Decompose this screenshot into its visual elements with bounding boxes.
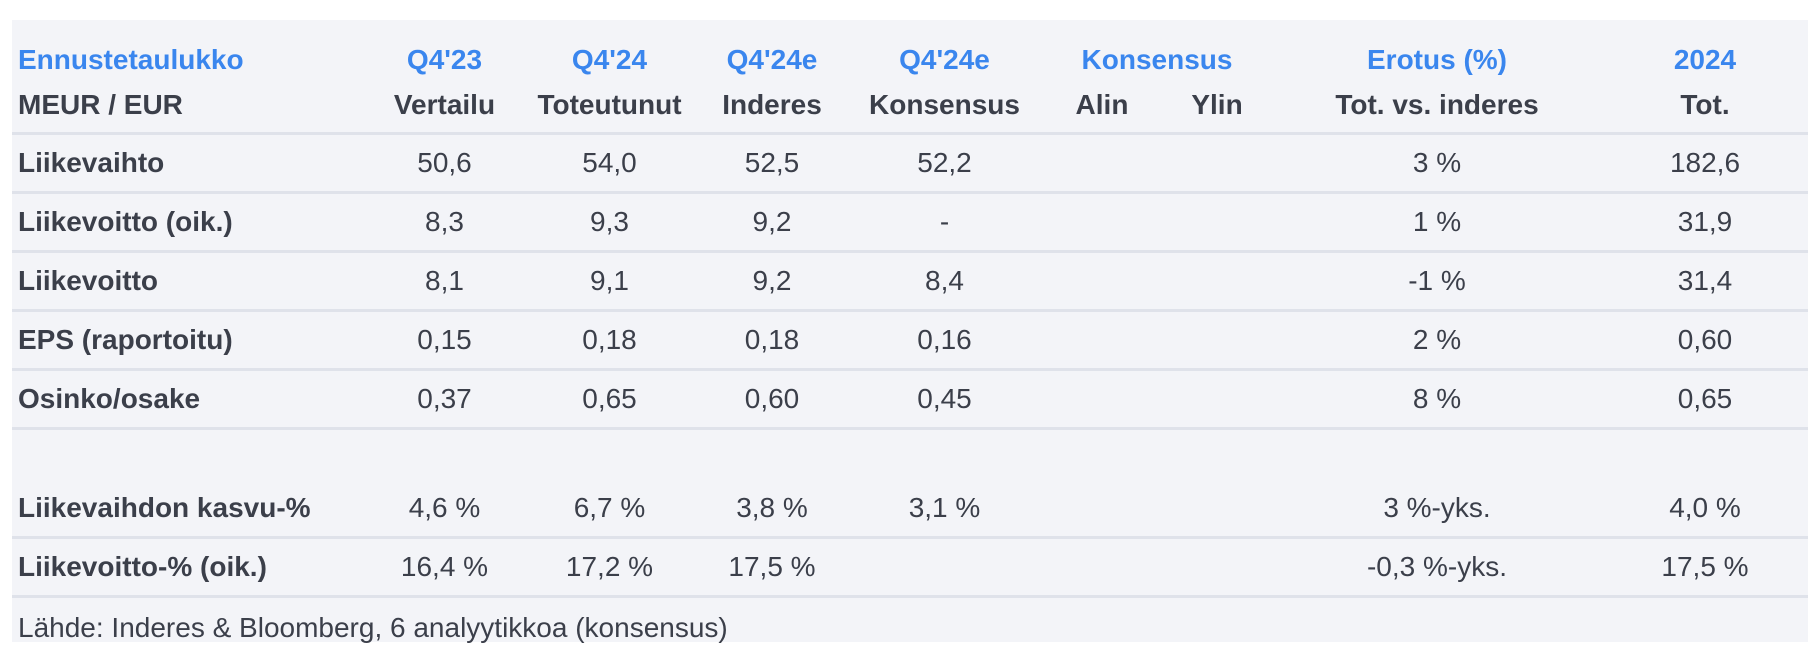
- cell-konsensus: -: [939, 206, 950, 237]
- sub-header-tot-vs-inderes: Tot. vs. inderes: [1335, 89, 1539, 120]
- col-header-konsensus: Konsensus: [1081, 44, 1233, 75]
- row-label: Liikevaihdon kasvu-%: [18, 492, 311, 523]
- table-row: Liikevoitto (oik.) 8,3 9,3 9,2 - 1 % 31,…: [12, 193, 1808, 252]
- cell-2024: 31,4: [1677, 265, 1733, 296]
- table-unit: MEUR / EUR: [18, 89, 183, 120]
- cell-konsensus: 3,1 %: [908, 492, 981, 523]
- cell-q424: 0,18: [582, 324, 637, 355]
- cell-erotus: 1 %: [1412, 206, 1462, 237]
- col-header-q424e-inderes: Q4'24e: [726, 44, 818, 75]
- cell-q424: 17,2 %: [565, 551, 654, 582]
- cell-alin: [1042, 311, 1162, 370]
- cell-q423: 50,6: [417, 147, 472, 178]
- cell-inderes: 0,18: [744, 324, 800, 355]
- cell-q423: 8,1: [425, 265, 464, 296]
- row-label: EPS (raportoitu): [18, 324, 233, 355]
- cell-alin: [1042, 538, 1162, 597]
- cell-inderes: 17,5 %: [728, 551, 816, 582]
- row-label: Liikevoitto-% (oik.): [18, 551, 267, 582]
- cell-q423: 0,15: [417, 324, 472, 355]
- cell-q423: 0,37: [417, 383, 472, 414]
- cell-2024: 0,60: [1677, 324, 1733, 355]
- cell-ylin: [1162, 370, 1272, 429]
- spacer-row: [12, 429, 1808, 481]
- cell-konsensus: 0,16: [917, 324, 972, 355]
- cell-konsensus: [847, 538, 1042, 597]
- row-label: Liikevaihto: [18, 147, 165, 178]
- cell-alin: [1042, 193, 1162, 252]
- cell-konsensus: 8,4: [925, 265, 964, 296]
- sub-header-tot: Tot.: [1680, 89, 1730, 120]
- cell-ylin: [1162, 538, 1272, 597]
- cell-q424: 6,7 %: [573, 492, 646, 523]
- forecast-table-panel: Ennustetaulukko Q4'23 Q4'24 Q4'24e Q4'24…: [12, 20, 1808, 643]
- cell-erotus: 8 %: [1412, 383, 1462, 414]
- cell-inderes: 3,8 %: [736, 492, 808, 523]
- cell-2024: 4,0 %: [1669, 492, 1741, 523]
- cell-2024: 0,65: [1677, 383, 1733, 414]
- cell-q424: 9,3: [590, 206, 629, 237]
- header-row-top: Ennustetaulukko Q4'23 Q4'24 Q4'24e Q4'24…: [12, 20, 1808, 78]
- sub-header-alin: Alin: [1075, 89, 1129, 120]
- cell-alin: [1042, 252, 1162, 311]
- cell-q424: 9,1: [590, 265, 629, 296]
- table-row: Liikevoitto 8,1 9,1 9,2 8,4 -1 % 31,4: [12, 252, 1808, 311]
- forecast-table: Ennustetaulukko Q4'23 Q4'24 Q4'24e Q4'24…: [12, 20, 1808, 658]
- cell-ylin: [1162, 193, 1272, 252]
- cell-alin: [1042, 480, 1162, 538]
- cell-inderes: 9,2: [752, 265, 792, 296]
- cell-konsensus: 0,45: [917, 383, 972, 414]
- table-row: Osinko/osake 0,37 0,65 0,60 0,45 8 % 0,6…: [12, 370, 1808, 429]
- sub-header-inderes: Inderes: [722, 89, 822, 120]
- cell-erotus: 3 %: [1412, 147, 1462, 178]
- header-row-sub: MEUR / EUR Vertailu Toteutunut Inderes K…: [12, 78, 1808, 134]
- cell-ylin: [1162, 252, 1272, 311]
- cell-2024: 182,6: [1669, 147, 1741, 178]
- cell-q424: 0,65: [582, 383, 637, 414]
- cell-2024: 17,5 %: [1661, 551, 1749, 582]
- cell-erotus: -1 %: [1408, 265, 1466, 296]
- cell-inderes: 52,5: [744, 147, 800, 178]
- sub-header-vertailu: Vertailu: [393, 89, 496, 120]
- row-label: Osinko/osake: [18, 383, 201, 414]
- cell-q423: 4,6 %: [408, 492, 481, 523]
- row-label: Liikevoitto: [18, 265, 159, 296]
- table-row: Liikevoitto-% (oik.) 16,4 % 17,2 % 17,5 …: [12, 538, 1808, 597]
- cell-erotus: -0,3 %-yks.: [1366, 551, 1508, 582]
- cell-q423: 16,4 %: [400, 551, 489, 582]
- col-header-q423: Q4'23: [406, 44, 483, 75]
- table-row: EPS (raportoitu) 0,15 0,18 0,18 0,16 2 %…: [12, 311, 1808, 370]
- cell-konsensus: 52,2: [917, 147, 972, 178]
- cell-ylin: [1162, 311, 1272, 370]
- sub-header-toteutunut: Toteutunut: [537, 89, 682, 120]
- cell-ylin: [1162, 480, 1272, 538]
- cell-inderes: 0,60: [744, 383, 800, 414]
- col-header-2024: 2024: [1673, 44, 1737, 75]
- table-title: Ennustetaulukko: [18, 44, 244, 75]
- table-row: Liikevaihdon kasvu-% 4,6 % 6,7 % 3,8 % 3…: [12, 480, 1808, 538]
- cell-inderes: 9,2: [752, 206, 792, 237]
- col-header-q424: Q4'24: [571, 44, 648, 75]
- cell-ylin: [1162, 134, 1272, 193]
- cell-q423: 8,3: [425, 206, 464, 237]
- cell-q424: 54,0: [582, 147, 637, 178]
- cell-alin: [1042, 370, 1162, 429]
- sub-header-ylin: Ylin: [1191, 89, 1243, 120]
- source-row: Lähde: Inderes & Bloomberg, 6 analyytikk…: [12, 597, 1808, 659]
- cell-alin: [1042, 134, 1162, 193]
- row-label: Liikevoitto (oik.): [18, 206, 233, 237]
- source-note: Lähde: Inderes & Bloomberg, 6 analyytikk…: [18, 612, 728, 643]
- col-header-erotus: Erotus (%): [1367, 44, 1507, 75]
- table-row: Liikevaihto 50,6 54,0 52,5 52,2 3 % 182,…: [12, 134, 1808, 193]
- cell-erotus: 3 %-yks.: [1383, 492, 1491, 523]
- sub-header-konsensus: Konsensus: [869, 89, 1020, 120]
- cell-erotus: 2 %: [1412, 324, 1462, 355]
- cell-2024: 31,9: [1677, 206, 1733, 237]
- col-header-q424e-konsensus: Q4'24e: [899, 44, 990, 75]
